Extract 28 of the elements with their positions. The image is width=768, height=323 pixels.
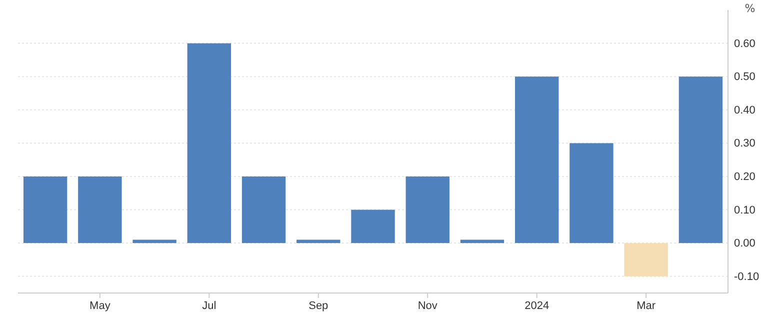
bar [132, 240, 176, 244]
bar [187, 43, 231, 244]
y-tick-label: 0.10 [734, 204, 756, 216]
y-tick-label: 0.30 [734, 138, 756, 150]
bar [406, 176, 450, 244]
y-tick-label: 0.20 [734, 170, 756, 183]
x-tick-label: Sep [308, 300, 328, 312]
y-tick-label: -0.10 [734, 270, 760, 283]
bar [460, 240, 504, 244]
bar [78, 176, 122, 244]
x-tick-label: May [90, 300, 111, 312]
x-tick-label: Mar [636, 300, 656, 312]
y-axis-title: % [744, 2, 756, 15]
bar [23, 176, 68, 244]
bar [242, 176, 286, 244]
x-tick-label: Nov [418, 300, 438, 312]
y-tick-label: 0.50 [734, 71, 756, 84]
y-tick-label: 0.60 [734, 38, 756, 50]
y-tick-label: 0.40 [734, 104, 756, 116]
x-tick-label: 2024 [524, 300, 550, 312]
y-tick-label: 0.00 [734, 238, 756, 250]
bar [624, 243, 668, 276]
x-tick-label: Jul [202, 300, 216, 312]
bar [515, 76, 559, 244]
bar [351, 210, 395, 244]
bar [296, 240, 340, 244]
bar [678, 76, 723, 244]
bar [570, 143, 614, 244]
